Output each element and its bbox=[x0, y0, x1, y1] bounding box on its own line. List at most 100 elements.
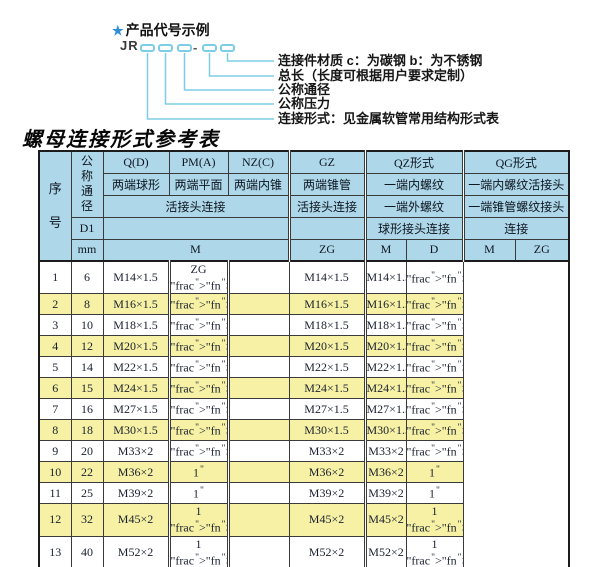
table-cell: M18×1.5 bbox=[363, 314, 407, 337]
table-cell: M45×2 bbox=[102, 503, 170, 537]
table-cell: 11 bbox=[38, 482, 72, 505]
table-cell: "frac">"fn">3"fd">8" bbox=[405, 293, 464, 316]
table-row: 716M27×1.5"frac">"fn">1"fd">2"M27×1.5M27… bbox=[38, 398, 569, 421]
header-union-conn: 活接头连接 bbox=[102, 194, 290, 218]
table-cell: 5 bbox=[38, 356, 72, 379]
header-seq: 序号 bbox=[38, 150, 72, 262]
table-cell: "frac">"fn">3"fd">8" bbox=[167, 314, 229, 337]
table-cell: M36×2 bbox=[288, 461, 366, 484]
table-cell: M27×1.5 bbox=[363, 398, 407, 421]
table-row: 514M22×1.5"frac">"fn">1"fd">2"M22×1.5M22… bbox=[38, 356, 569, 379]
table-row: 28M16×1.5"frac">"fn">3"fd">8"M16×1.5M16×… bbox=[38, 293, 569, 316]
table-cell: M52×2 bbox=[288, 535, 366, 567]
table-cell: M22×1.5 bbox=[363, 356, 407, 379]
header-gz-sub: 两端锥管 bbox=[287, 172, 366, 196]
header-qz-sub2: 一端外螺纹 bbox=[363, 194, 464, 218]
table-cell: 16 bbox=[70, 398, 104, 421]
header-blank-left bbox=[102, 216, 290, 240]
table-cell: M27×1.5 bbox=[288, 398, 366, 421]
header-thread-m: M bbox=[102, 238, 290, 262]
product-code-prefix: JR bbox=[120, 38, 139, 53]
table-title: 螺母连接形式参考表 bbox=[22, 129, 220, 151]
table-cell: M14×1.5 bbox=[102, 260, 170, 295]
table-cell bbox=[226, 461, 290, 484]
table-cell: M33×2 bbox=[363, 440, 407, 463]
callout-label: 公称压力 bbox=[278, 96, 331, 111]
table-cell: 40 bbox=[70, 535, 104, 567]
table-row: 310M18×1.5"frac">"fn">3"fd">8"M18×1.5M18… bbox=[38, 314, 569, 337]
code-box bbox=[220, 44, 235, 52]
table-cell: M20×1.5 bbox=[288, 335, 366, 358]
header-q-sub: 两端球形 bbox=[102, 172, 170, 196]
table-cell: 1" bbox=[405, 461, 464, 484]
table-row: 10 22 M36×2 1" M36×2 M36×2 1" bbox=[38, 461, 569, 484]
header-qz-conn: 球形接头连接 bbox=[363, 216, 464, 240]
table-cell: 7 bbox=[38, 398, 72, 421]
table-cell bbox=[226, 398, 290, 421]
header-qz-d: D bbox=[405, 238, 464, 262]
table-cell: M39×2 bbox=[288, 482, 366, 505]
table-cell: 2 bbox=[38, 293, 72, 316]
table-cell: "frac">"fn">1"fd">4" bbox=[405, 260, 464, 295]
table-cell bbox=[226, 377, 290, 400]
header-qg-conn: 连接 bbox=[461, 216, 570, 240]
table-cell: M33×2 bbox=[288, 440, 366, 463]
table-cell: M45×2 bbox=[288, 503, 366, 537]
table-cell: M52×2 bbox=[363, 535, 407, 567]
table-cell bbox=[226, 440, 290, 463]
table-cell: 20 bbox=[70, 440, 104, 463]
header-qz-m: M bbox=[363, 238, 407, 262]
header-form-q: Q(D) bbox=[102, 150, 170, 174]
table-cell: "frac">"fn">1"fd">2" bbox=[167, 335, 229, 358]
table-cell: "frac">"fn">1"fd">2" bbox=[167, 377, 229, 400]
header-gz-conn: 活接头连接 bbox=[287, 194, 366, 218]
table-cell bbox=[226, 335, 290, 358]
table-cell: 10 bbox=[70, 314, 104, 337]
header-thread-zg: ZG bbox=[287, 238, 366, 262]
table-cell: ZG "frac">"fn">1"fd">4" bbox=[167, 260, 229, 295]
table-cell: 8 bbox=[70, 293, 104, 316]
header-form-pm: PM(A) bbox=[168, 150, 229, 174]
table-cell: 22 bbox=[70, 461, 104, 484]
header-form-qg: QG形式 bbox=[461, 150, 570, 174]
table-cell: 18 bbox=[70, 419, 104, 442]
table-cell: 1" bbox=[167, 461, 229, 484]
table-cell: 14 bbox=[70, 356, 104, 379]
code-box bbox=[158, 44, 173, 52]
callout-label: 连接形式：见金属软管常用结构形式表 bbox=[278, 111, 500, 126]
table-cell: 6 bbox=[38, 377, 72, 400]
diagram-title: ★ 产品代号示例 bbox=[112, 20, 210, 40]
table-cell: 12 bbox=[38, 503, 72, 537]
table-cell: "frac">"fn">1"fd">2" bbox=[405, 356, 464, 379]
table-cell: 9 bbox=[38, 440, 72, 463]
header-qg-m: M bbox=[461, 238, 516, 262]
table-cell: "frac">"fn">1"fd">2" bbox=[405, 398, 464, 421]
table-cell bbox=[226, 419, 290, 442]
table-cell: M36×2 bbox=[363, 461, 407, 484]
table-row: 615M24×1.5"frac">"fn">1"fd">2"M24×1.5M24… bbox=[38, 377, 569, 400]
table-cell bbox=[226, 314, 290, 337]
callout-label: 总长（长度可根据用户要求定制） bbox=[278, 68, 474, 83]
table-cell: M30×1.5 bbox=[288, 419, 366, 442]
table-cell: M39×2 bbox=[102, 482, 170, 505]
table-cell: M30×1.5 bbox=[363, 419, 407, 442]
table-cell: "frac">"fn">3"fd">8" bbox=[405, 314, 464, 337]
reference-table: 序号 公称通径 Q(D) PM(A) NZ(C) GZ QZ形式 QG形式 两端… bbox=[38, 150, 570, 567]
table-cell: M18×1.5 bbox=[288, 314, 366, 337]
table-cell: M16×1.5 bbox=[363, 293, 407, 316]
table-cell: M27×1.5 bbox=[102, 398, 170, 421]
table-cell: 15 bbox=[70, 377, 104, 400]
table-cell: "frac">"fn">3"fd">4" bbox=[405, 440, 464, 463]
table-cell bbox=[226, 535, 290, 567]
table-cell: M36×2 bbox=[102, 461, 170, 484]
table-cell: 32 bbox=[70, 503, 104, 537]
header-form-qz: QZ形式 bbox=[363, 150, 464, 174]
table-cell: M20×1.5 bbox=[102, 335, 170, 358]
header-pm-sub: 两端平面 bbox=[168, 172, 229, 196]
table-cell: M39×2 bbox=[363, 482, 407, 505]
header-form-gz: GZ bbox=[287, 150, 366, 174]
